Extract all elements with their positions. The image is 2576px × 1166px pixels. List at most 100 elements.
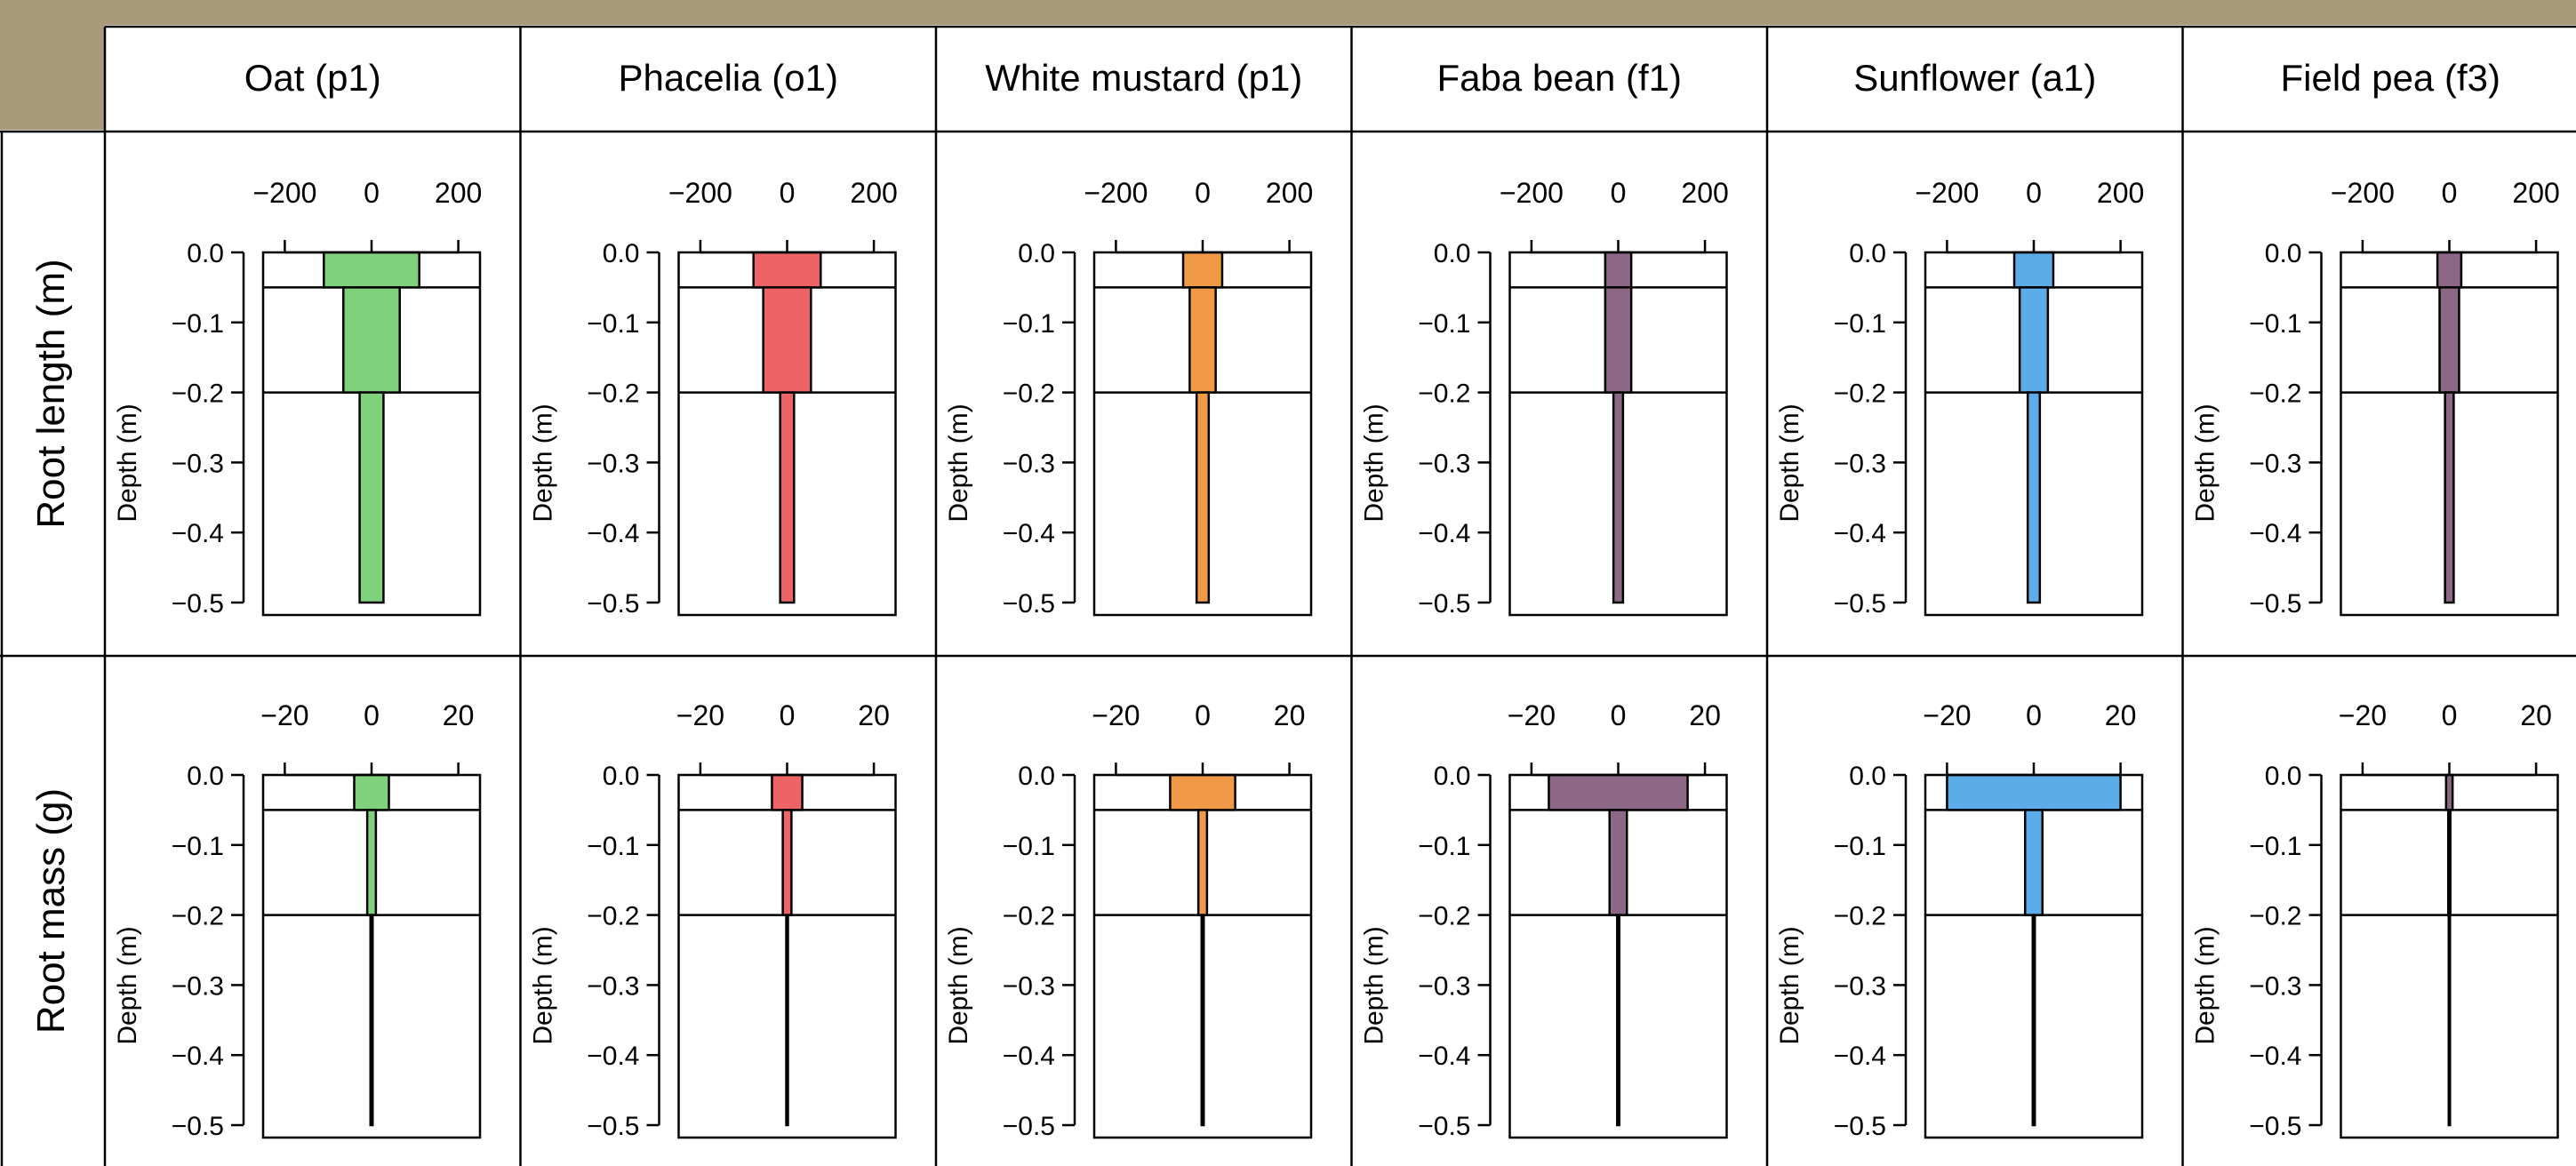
x-tick-label: 200 <box>2097 177 2144 209</box>
x-tick-label: −20 <box>1092 699 1140 731</box>
x-tick-label: −20 <box>260 699 308 731</box>
y-tick-label: −0.5 <box>1418 1112 1470 1141</box>
bar-phacelia-o1-layer-3 <box>785 914 789 1127</box>
bar-white-mustard-p1-layer-1 <box>1181 251 1224 289</box>
y-tick-label: −0.4 <box>1003 519 1055 548</box>
y-tick-label: 0.0 <box>1849 239 1886 268</box>
y-tick-label: −0.3 <box>1418 971 1470 1001</box>
x-tick-label: 20 <box>858 699 890 731</box>
y-tick-label: −0.2 <box>1834 902 1886 931</box>
y-tick-label: −0.1 <box>172 309 224 339</box>
y-axis-title: Depth (m) <box>113 403 142 522</box>
y-tick-label: −0.3 <box>1003 449 1055 478</box>
y-tick-label: −0.2 <box>2249 902 2301 931</box>
bar-white-mustard-p1-layer-1 <box>1169 773 1236 811</box>
x-tick-label: 0 <box>780 699 796 731</box>
x-tick-label: 20 <box>1274 699 1306 731</box>
y-tick-label: −0.3 <box>1418 449 1470 478</box>
bar-oat-p1-layer-3 <box>369 914 374 1127</box>
y-tick-label: 0.0 <box>603 762 640 791</box>
x-tick-label: 0 <box>1611 177 1627 209</box>
y-tick-label: 0.0 <box>1849 762 1886 791</box>
bar-faba-bean-f1-layer-1 <box>1548 773 1689 811</box>
bar-sunflower-a1-layer-2 <box>2023 809 2044 916</box>
bar-field-pea-f3-layer-1 <box>2444 773 2454 811</box>
bar-faba-bean-f1-layer-1 <box>1604 251 1633 289</box>
bar-sunflower-a1-layer-1 <box>1946 773 2122 811</box>
y-tick-label: −0.4 <box>172 519 224 548</box>
bar-sunflower-a1-layer-1 <box>2012 251 2055 289</box>
x-tick-label: 200 <box>1266 177 1313 209</box>
y-tick-label: −0.2 <box>1418 902 1470 931</box>
y-tick-label: −0.5 <box>587 1112 639 1141</box>
x-tick-label: 0 <box>2442 699 2458 731</box>
bar-oat-p1-layer-3 <box>358 391 385 604</box>
top-frame-bar <box>0 0 2576 25</box>
y-tick-label: −0.3 <box>1834 971 1886 1001</box>
y-tick-label: −0.3 <box>172 449 224 478</box>
y-axis-title: Depth (m) <box>1360 403 1389 522</box>
bar-faba-bean-f1-layer-2 <box>1604 286 1633 394</box>
y-tick-label: −0.3 <box>2249 971 2301 1001</box>
y-tick-label: 0.0 <box>187 762 224 791</box>
column-header-phacelia-o1: Phacelia (o1) <box>619 57 838 99</box>
x-tick-label: −200 <box>668 177 732 209</box>
x-tick-label: −200 <box>1500 177 1564 209</box>
y-tick-label: −0.2 <box>1834 379 1886 409</box>
x-tick-label: 20 <box>2105 699 2137 731</box>
bar-phacelia-o1-layer-3 <box>779 391 796 604</box>
y-tick-label: −0.1 <box>1834 309 1886 339</box>
bar-white-mustard-p1-layer-3 <box>1195 391 1211 604</box>
y-tick-label: −0.4 <box>1834 519 1886 548</box>
y-tick-label: 0.0 <box>2265 762 2302 791</box>
x-tick-label: 0 <box>1195 699 1211 731</box>
y-tick-label: −0.2 <box>1003 902 1055 931</box>
y-tick-label: −0.2 <box>587 379 639 409</box>
y-tick-label: 0.0 <box>187 239 224 268</box>
y-tick-label: −0.4 <box>1418 1042 1470 1071</box>
y-axis-title: Depth (m) <box>1775 926 1804 1044</box>
x-tick-label: −200 <box>1915 177 1979 209</box>
y-tick-label: −0.4 <box>2249 519 2301 548</box>
y-tick-label: −0.1 <box>2249 309 2301 339</box>
x-tick-label: −20 <box>1508 699 1556 731</box>
column-header-sunflower-a1: Sunflower (a1) <box>1853 57 2096 99</box>
y-tick-label: 0.0 <box>603 239 640 268</box>
y-tick-label: −0.5 <box>587 589 639 619</box>
y-tick-label: −0.4 <box>587 519 639 548</box>
bar-oat-p1-layer-2 <box>342 286 401 394</box>
y-tick-label: −0.4 <box>172 1042 224 1071</box>
y-tick-label: −0.2 <box>1418 379 1470 409</box>
y-axis-title: Depth (m) <box>1360 926 1389 1044</box>
y-tick-label: 0.0 <box>1018 762 1055 791</box>
x-tick-label: 0 <box>1611 699 1627 731</box>
y-axis-title: Depth (m) <box>1775 403 1804 522</box>
bar-faba-bean-f1-layer-3 <box>1616 914 1620 1127</box>
bar-faba-bean-f1-layer-2 <box>1608 809 1628 916</box>
x-tick-label: 0 <box>2442 177 2458 209</box>
y-tick-label: −0.4 <box>1834 1042 1886 1071</box>
x-tick-label: −20 <box>1923 699 1971 731</box>
x-tick-label: −200 <box>2331 177 2395 209</box>
y-tick-label: −0.2 <box>1003 379 1055 409</box>
y-tick-label: −0.4 <box>1418 519 1470 548</box>
x-tick-label: 200 <box>435 177 482 209</box>
bar-field-pea-f3-layer-2 <box>2447 809 2452 916</box>
y-tick-label: 0.0 <box>2265 239 2302 268</box>
bar-sunflower-a1-layer-2 <box>2018 286 2050 394</box>
bar-sunflower-a1-layer-3 <box>2031 914 2036 1127</box>
y-tick-label: −0.4 <box>1003 1042 1055 1071</box>
y-tick-label: −0.3 <box>1003 971 1055 1001</box>
x-tick-label: 0 <box>780 177 796 209</box>
y-tick-label: 0.0 <box>1434 762 1471 791</box>
x-tick-label: 20 <box>2520 699 2552 731</box>
column-header-white-mustard-p1: White mustard (p1) <box>985 57 1302 99</box>
bar-field-pea-f3-layer-3 <box>2444 391 2455 604</box>
x-tick-label: 200 <box>2512 177 2559 209</box>
y-tick-label: 0.0 <box>1018 239 1055 268</box>
bar-white-mustard-p1-layer-2 <box>1196 809 1209 916</box>
y-tick-label: −0.1 <box>1003 309 1055 339</box>
x-tick-label: 200 <box>1681 177 1728 209</box>
y-tick-label: −0.3 <box>587 971 639 1001</box>
